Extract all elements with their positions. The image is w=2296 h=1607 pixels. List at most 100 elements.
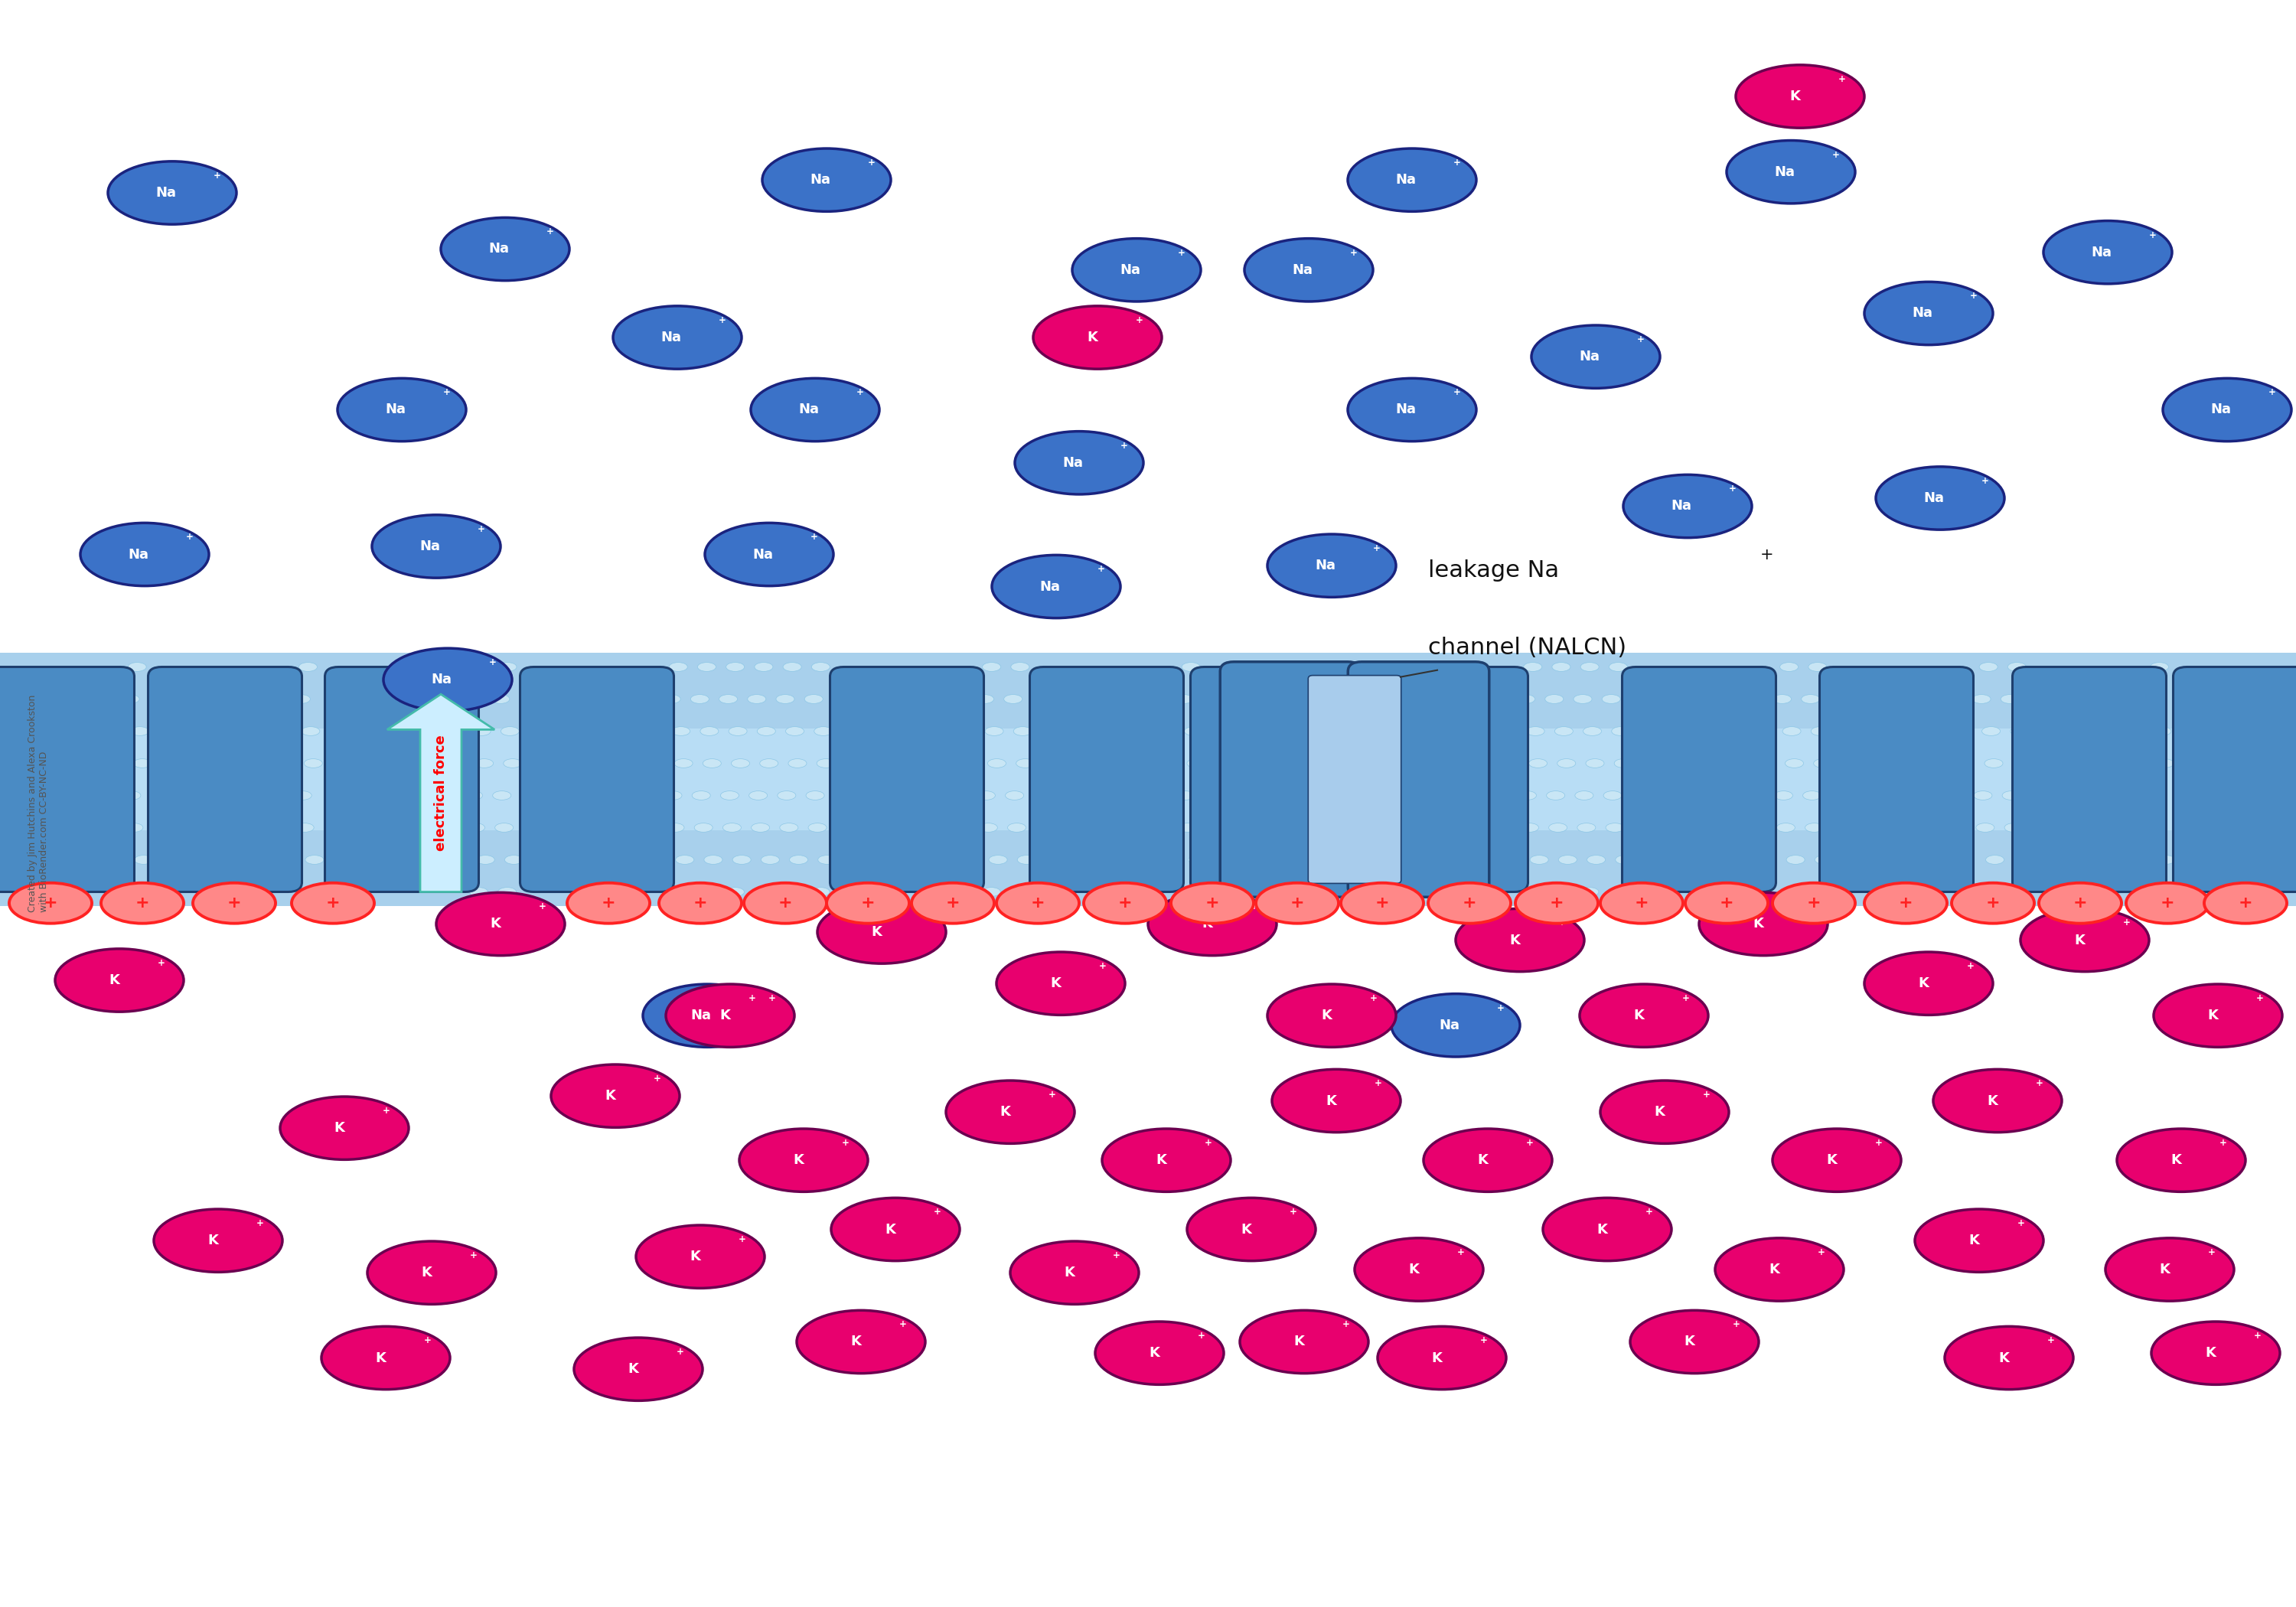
- Text: K: K: [1632, 1009, 1644, 1022]
- Text: Na: Na: [1063, 456, 1084, 469]
- Ellipse shape: [491, 694, 510, 704]
- Text: Na: Na: [156, 186, 177, 199]
- Ellipse shape: [664, 791, 682, 800]
- Ellipse shape: [1584, 726, 1603, 736]
- Ellipse shape: [372, 514, 501, 579]
- Text: +: +: [1290, 1207, 1297, 1216]
- Text: K: K: [1683, 1335, 1694, 1348]
- Ellipse shape: [666, 823, 684, 832]
- Ellipse shape: [1267, 983, 1396, 1048]
- Ellipse shape: [1187, 1197, 1316, 1261]
- Ellipse shape: [1084, 882, 1166, 924]
- FancyBboxPatch shape: [1219, 662, 1362, 897]
- Ellipse shape: [1518, 694, 1536, 704]
- Ellipse shape: [739, 1128, 868, 1192]
- Text: K: K: [689, 1250, 700, 1263]
- Text: Na: Na: [753, 548, 774, 561]
- Text: K: K: [2158, 1263, 2170, 1276]
- Ellipse shape: [294, 791, 312, 800]
- FancyBboxPatch shape: [1818, 667, 1972, 892]
- Text: Na: Na: [489, 243, 510, 256]
- Ellipse shape: [321, 1326, 450, 1390]
- Ellipse shape: [2149, 662, 2167, 672]
- Text: +: +: [1497, 1003, 1504, 1012]
- Ellipse shape: [1616, 855, 1635, 865]
- Text: +: +: [1807, 895, 1821, 911]
- Ellipse shape: [2011, 726, 2030, 736]
- Text: +: +: [2018, 1218, 2025, 1228]
- Ellipse shape: [1559, 855, 1577, 865]
- Ellipse shape: [827, 882, 909, 924]
- Text: +: +: [2048, 1335, 2055, 1345]
- Ellipse shape: [698, 887, 716, 897]
- Text: +: +: [2124, 918, 2131, 927]
- Ellipse shape: [367, 1241, 496, 1305]
- FancyBboxPatch shape: [2011, 667, 2167, 892]
- Ellipse shape: [1010, 1241, 1139, 1305]
- Ellipse shape: [1623, 474, 1752, 538]
- Text: K: K: [999, 1106, 1010, 1118]
- Text: K: K: [207, 1234, 218, 1247]
- Ellipse shape: [1240, 1310, 1368, 1374]
- Ellipse shape: [1391, 993, 1520, 1057]
- Text: +: +: [654, 1073, 661, 1083]
- Text: +: +: [1097, 564, 1104, 574]
- Ellipse shape: [441, 217, 569, 281]
- Text: Na: Na: [2211, 403, 2232, 416]
- Text: +: +: [1371, 993, 1378, 1003]
- Text: K: K: [1320, 1009, 1332, 1022]
- Ellipse shape: [1952, 882, 2034, 924]
- Ellipse shape: [1552, 887, 1570, 897]
- Ellipse shape: [760, 759, 778, 768]
- Ellipse shape: [1975, 791, 1993, 800]
- Ellipse shape: [2151, 1321, 2280, 1385]
- Ellipse shape: [2014, 759, 2032, 768]
- Text: +: +: [861, 895, 875, 911]
- Ellipse shape: [338, 378, 466, 442]
- Ellipse shape: [1178, 823, 1196, 832]
- Ellipse shape: [783, 662, 801, 672]
- Ellipse shape: [1102, 1128, 1231, 1192]
- Text: Na: Na: [810, 174, 831, 186]
- Ellipse shape: [1809, 662, 1828, 672]
- Ellipse shape: [305, 855, 324, 865]
- Ellipse shape: [1529, 759, 1548, 768]
- Text: K: K: [333, 1122, 344, 1135]
- Ellipse shape: [464, 694, 482, 704]
- Ellipse shape: [987, 759, 1006, 768]
- Ellipse shape: [301, 726, 319, 736]
- Ellipse shape: [193, 882, 276, 924]
- Ellipse shape: [498, 887, 517, 897]
- Ellipse shape: [748, 694, 767, 704]
- Text: +: +: [1481, 1335, 1488, 1345]
- Text: +: +: [1373, 543, 1380, 553]
- Ellipse shape: [1986, 855, 2004, 865]
- Ellipse shape: [2014, 855, 2032, 865]
- Text: K: K: [1752, 918, 1763, 930]
- Ellipse shape: [1699, 892, 1828, 956]
- Ellipse shape: [778, 791, 797, 800]
- Ellipse shape: [1736, 64, 1864, 129]
- FancyBboxPatch shape: [519, 667, 675, 892]
- Ellipse shape: [831, 1197, 960, 1261]
- Ellipse shape: [985, 726, 1003, 736]
- Ellipse shape: [1008, 823, 1026, 832]
- Text: K: K: [489, 918, 501, 930]
- Text: Na: Na: [661, 331, 682, 344]
- Text: +: +: [856, 387, 863, 397]
- Ellipse shape: [912, 882, 994, 924]
- Ellipse shape: [755, 662, 774, 672]
- Text: +: +: [1343, 1319, 1350, 1329]
- Ellipse shape: [303, 759, 321, 768]
- Ellipse shape: [1552, 662, 1570, 672]
- Text: +: +: [326, 895, 340, 911]
- Ellipse shape: [1614, 759, 1632, 768]
- Text: K: K: [1049, 977, 1061, 990]
- Ellipse shape: [804, 694, 822, 704]
- Ellipse shape: [129, 887, 147, 897]
- FancyBboxPatch shape: [147, 667, 303, 892]
- Ellipse shape: [723, 823, 742, 832]
- Ellipse shape: [2105, 1237, 2234, 1302]
- Ellipse shape: [817, 900, 946, 964]
- Ellipse shape: [1972, 694, 1991, 704]
